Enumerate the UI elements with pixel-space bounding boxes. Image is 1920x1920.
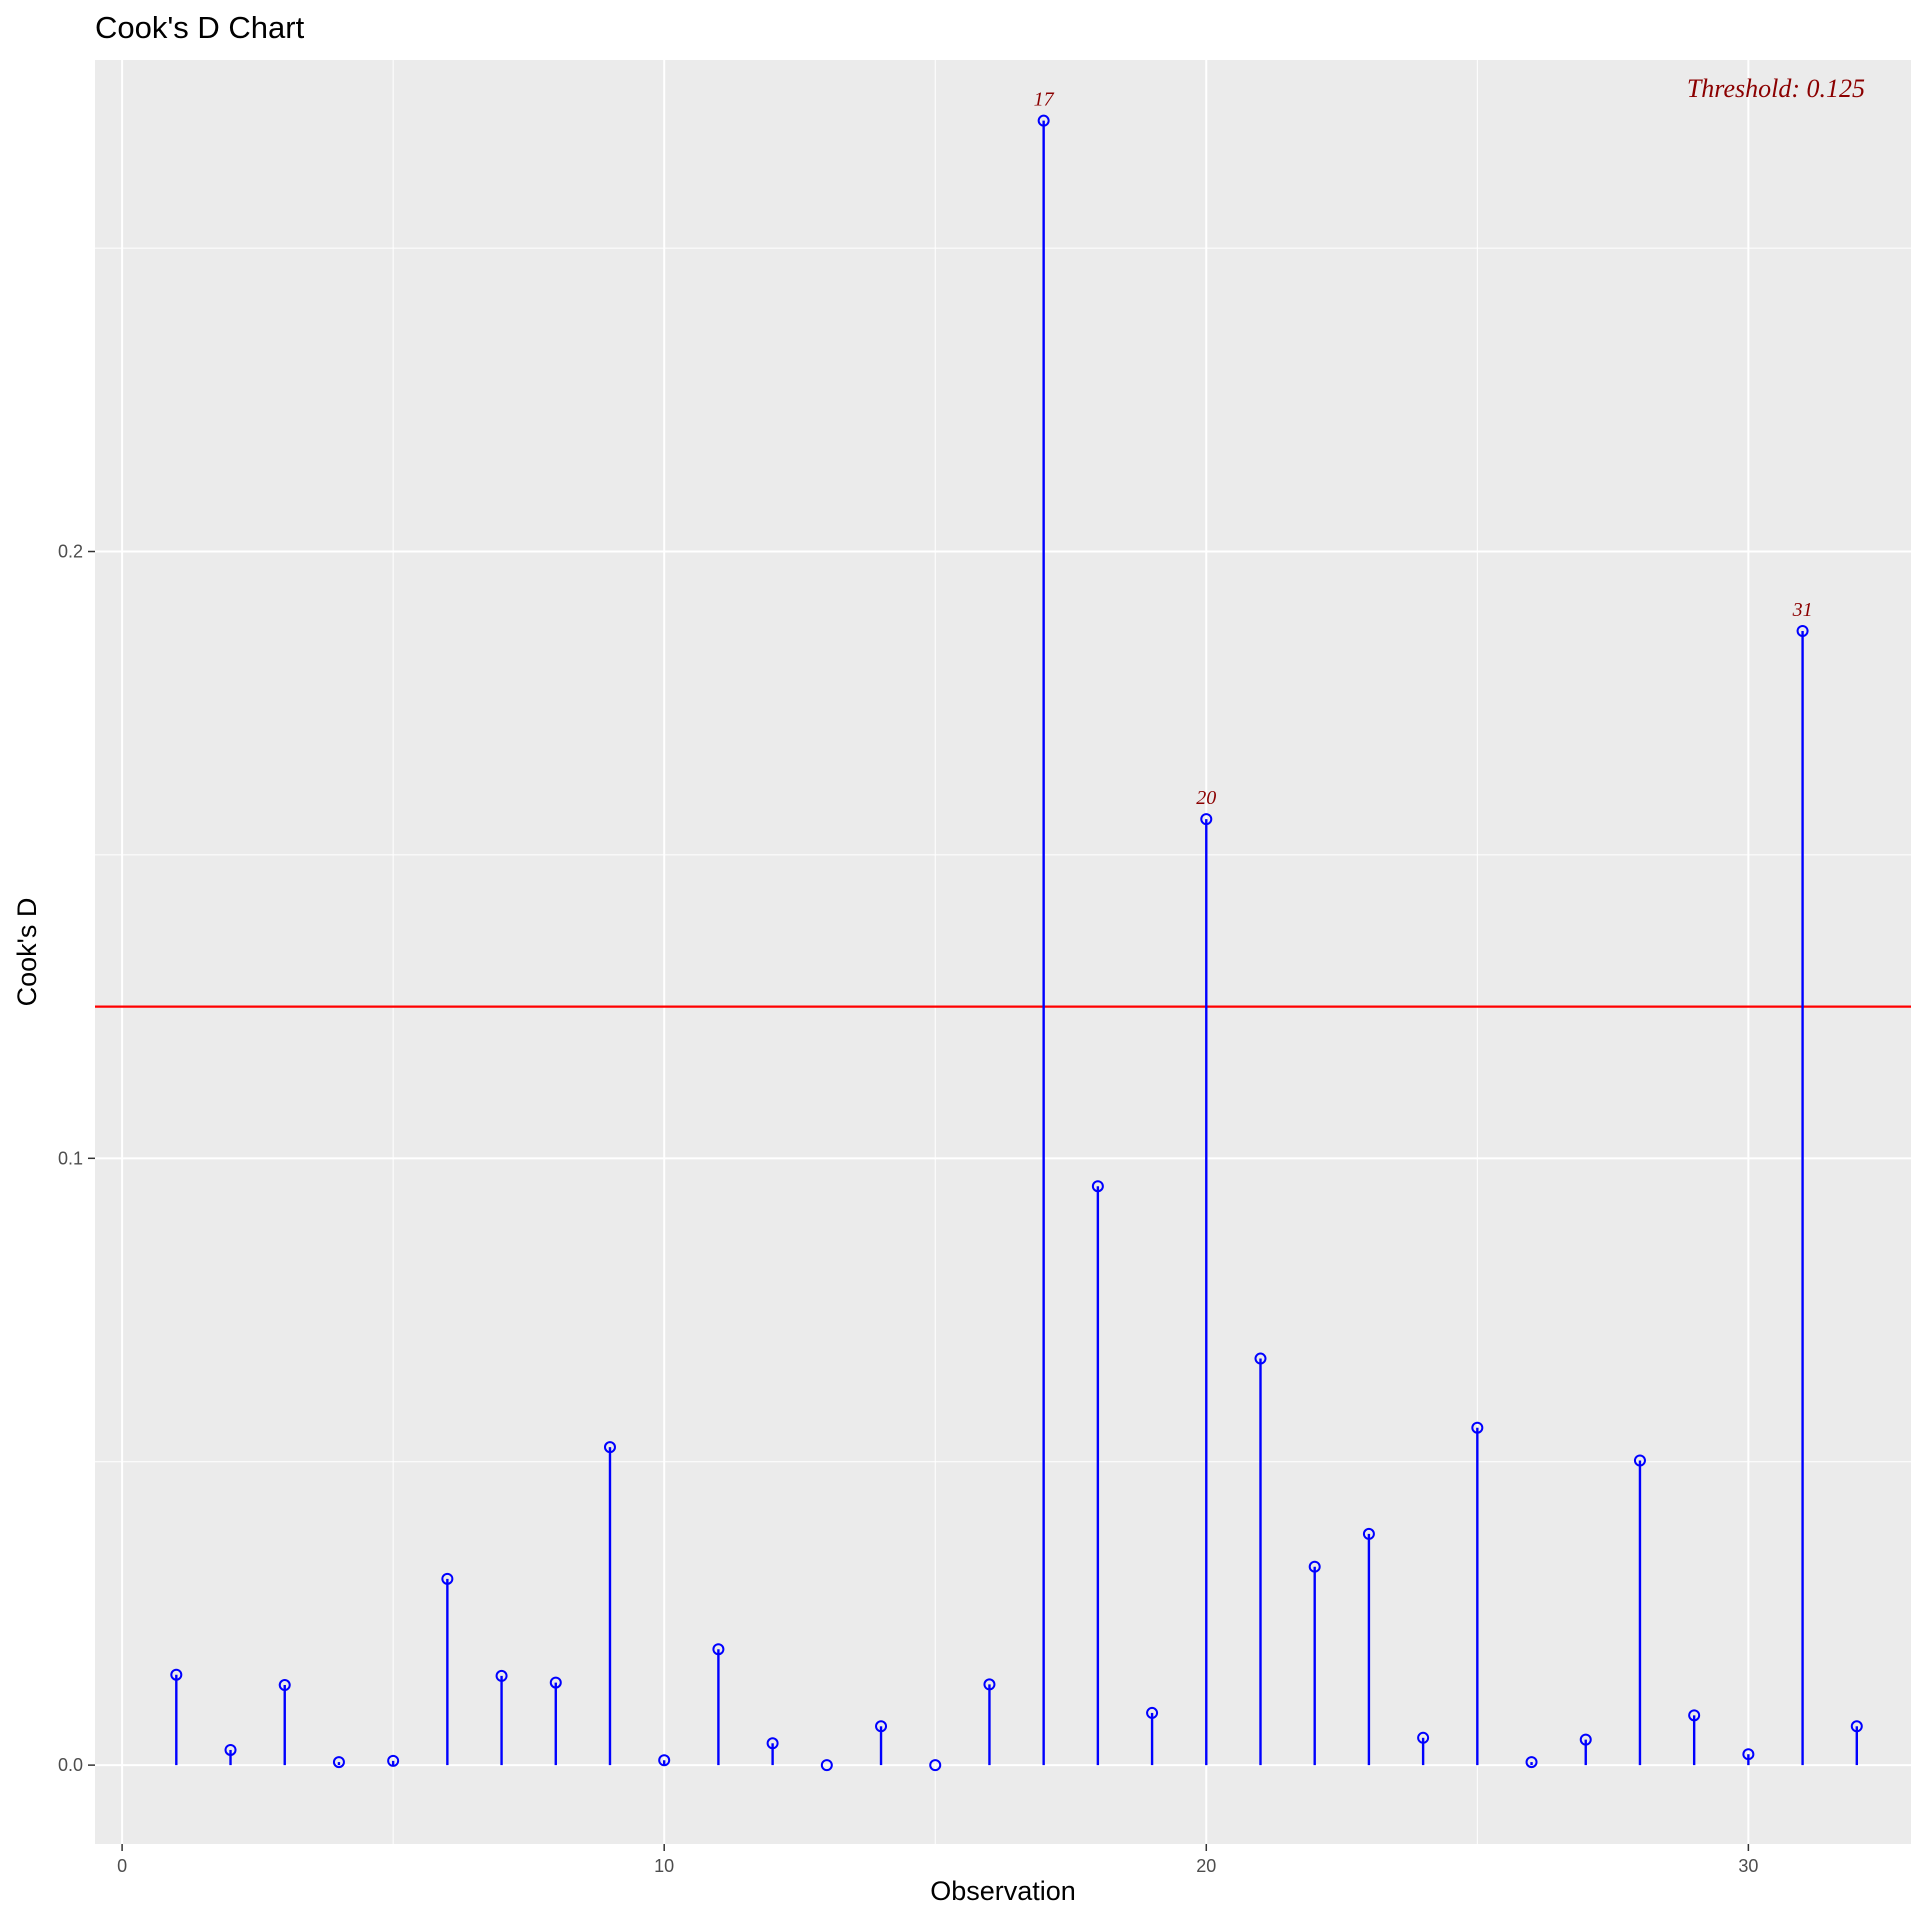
point-obs-20 (1200, 813, 1213, 826)
point-obs-31 (1796, 625, 1809, 638)
point-obs-27 (1579, 1733, 1592, 1746)
point-obs-2 (224, 1743, 237, 1756)
point-obs-13 (820, 1759, 833, 1772)
point-obs-17 (1037, 114, 1050, 127)
y-tick-labels: 0.0 0.1 0.2 (58, 542, 83, 1776)
x-tick-label-10: 10 (654, 1856, 674, 1876)
point-obs-5 (387, 1754, 400, 1767)
point-obs-4 (332, 1756, 345, 1769)
outlier-label-31: 31 (1792, 599, 1813, 621)
point-obs-11 (712, 1643, 725, 1656)
outlier-label-20: 20 (1196, 787, 1216, 809)
point-obs-30 (1742, 1748, 1755, 1761)
point-obs-9 (603, 1441, 616, 1454)
y-tick-label-0: 0.0 (58, 1755, 83, 1775)
point-obs-7 (495, 1669, 508, 1682)
point-obs-29 (1688, 1709, 1701, 1722)
point-obs-8 (549, 1676, 562, 1689)
point-obs-1 (170, 1668, 183, 1681)
point-obs-32 (1850, 1720, 1863, 1733)
point-obs-23 (1362, 1527, 1375, 1540)
x-tick-label-0: 0 (117, 1856, 127, 1876)
point-obs-16 (983, 1678, 996, 1691)
point-obs-12 (766, 1737, 779, 1750)
outlier-label-17: 17 (1034, 89, 1055, 111)
y-axis-title: Cook's D (12, 898, 42, 1007)
point-obs-19 (1146, 1706, 1159, 1719)
outlier-labels: 17 20 31 (1034, 89, 1813, 809)
plot-panel (95, 60, 1911, 1844)
point-obs-26 (1525, 1756, 1538, 1769)
point-obs-6 (441, 1572, 454, 1585)
y-tick-label-0-2: 0.2 (58, 542, 83, 562)
point-obs-28 (1633, 1454, 1646, 1467)
threshold-label: Threshold: 0.125 (1687, 74, 1865, 103)
x-tick-label-30: 30 (1738, 1856, 1758, 1876)
minor-gridlines (95, 60, 1911, 1844)
point-obs-15 (929, 1759, 942, 1772)
point-obs-25 (1471, 1421, 1484, 1434)
y-tick-label-0-1: 0.1 (58, 1148, 83, 1168)
point-obs-24 (1417, 1731, 1430, 1744)
x-tick-label-20: 20 (1196, 1856, 1216, 1876)
axis-ticks (88, 550, 1750, 1851)
point-obs-14 (875, 1720, 888, 1733)
point-obs-10 (658, 1754, 671, 1767)
points (170, 114, 1863, 1772)
point-obs-21 (1254, 1352, 1267, 1365)
point-obs-22 (1308, 1560, 1321, 1573)
x-tick-labels: 0 10 20 30 (117, 1856, 1758, 1876)
x-axis-title: Observation (930, 1876, 1076, 1906)
point-obs-3 (278, 1679, 291, 1692)
chart-title: Cook's D Chart (95, 10, 305, 45)
point-obs-18 (1091, 1180, 1104, 1193)
